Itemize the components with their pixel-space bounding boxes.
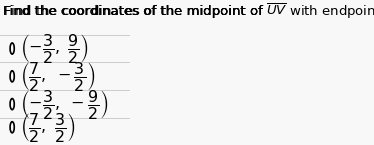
Text: $\left(-\dfrac{3}{2},\ -\dfrac{9}{2}\right)$: $\left(-\dfrac{3}{2},\ -\dfrac{9}{2}\rig… (20, 88, 109, 121)
Text: Find the coordinates of the midpoint of $\overline{UV}$ with endpoints $U$(2, $-: Find the coordinates of the midpoint of … (3, 2, 374, 21)
Text: $\left(-\dfrac{3}{2},\ \dfrac{9}{2}\right)$: $\left(-\dfrac{3}{2},\ \dfrac{9}{2}\righ… (20, 32, 89, 65)
Text: Find the coordinates of the midpoint of: Find the coordinates of the midpoint of (3, 5, 267, 18)
Text: $\left(\dfrac{7}{2},\ \dfrac{3}{2}\right)$: $\left(\dfrac{7}{2},\ \dfrac{3}{2}\right… (20, 111, 76, 144)
Text: Find the coordinates of the midpoint of: Find the coordinates of the midpoint of (3, 5, 267, 18)
Text: $\left(\dfrac{7}{2},\ -\dfrac{3}{2}\right)$: $\left(\dfrac{7}{2},\ -\dfrac{3}{2}\righ… (20, 60, 95, 93)
